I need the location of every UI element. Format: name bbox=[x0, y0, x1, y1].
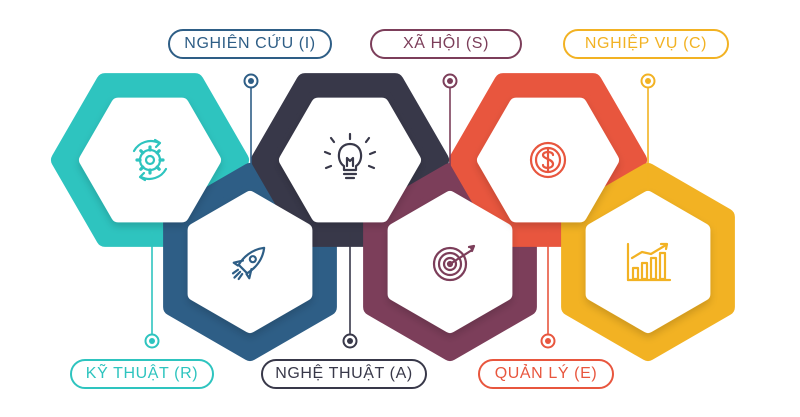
label-quan-ly-e: QUẢN LÝ (E) bbox=[478, 359, 614, 389]
lightbulb-icon bbox=[323, 132, 377, 180]
label-ky-thuat-r: KỸ THUẬT (R) bbox=[70, 359, 214, 389]
connector-dot-inner-a bbox=[347, 338, 353, 344]
target-icon bbox=[432, 244, 476, 282]
connector-dot-inner-i bbox=[248, 78, 254, 84]
connector-dot-inner-r bbox=[149, 338, 155, 344]
growth-chart-icon bbox=[626, 242, 672, 282]
gear-cycle-icon bbox=[132, 138, 168, 182]
dollar-coin-icon bbox=[529, 141, 567, 179]
face-r bbox=[79, 97, 221, 223]
face-c bbox=[585, 191, 711, 333]
label-nghiep-vu-c: NGHIỆP VỤ (C) bbox=[563, 29, 729, 59]
label-nghien-cuu-i: NGHIÊN CỨU (I) bbox=[168, 29, 332, 59]
label-xa-hoi-s: XÃ HỘI (S) bbox=[370, 29, 522, 59]
connector-dot-inner-e bbox=[545, 338, 551, 344]
label-nghe-thuat-a: NGHỆ THUẬT (A) bbox=[261, 359, 427, 389]
connector-dot-inner-c bbox=[645, 78, 651, 84]
rocket-icon bbox=[231, 246, 266, 281]
connector-dot-inner-s bbox=[447, 78, 453, 84]
